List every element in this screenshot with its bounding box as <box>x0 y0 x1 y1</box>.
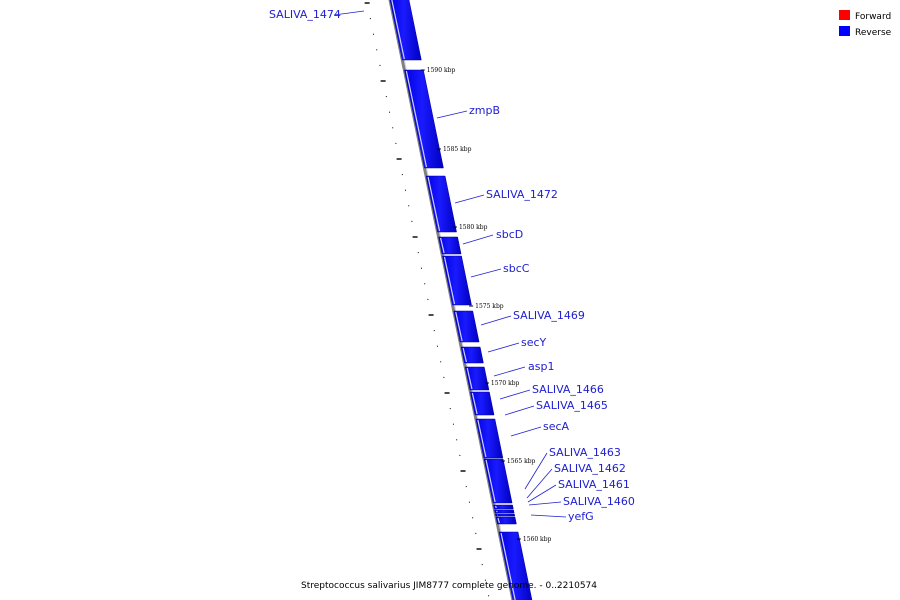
gene-label[interactable]: SALIVA_1469 <box>513 309 585 322</box>
gene-block-edge <box>500 532 516 600</box>
gene-block[interactable] <box>438 236 462 255</box>
gene-label[interactable]: SALIVA_1474 <box>269 8 341 21</box>
legend-forward-swatch <box>839 10 850 20</box>
legend-reverse-label: Reverse <box>855 28 892 38</box>
gene-label[interactable]: SALIVA_1466 <box>532 383 604 396</box>
gene-leader-line <box>526 468 553 499</box>
gene-label[interactable]: SALIVA_1460 <box>563 495 635 508</box>
gene-block-edge <box>477 419 487 458</box>
gene-block-edge <box>496 510 498 513</box>
gene-label[interactable]: asp1 <box>528 360 554 373</box>
gene-block[interactable] <box>475 418 504 459</box>
gene-block-edge <box>497 517 500 524</box>
gene-leader-line <box>462 234 494 245</box>
gene-block[interactable] <box>495 516 517 525</box>
gene-block[interactable] <box>460 346 484 364</box>
gene-blocks <box>389 0 533 600</box>
gene-block[interactable] <box>453 310 480 343</box>
scale-labels: 1590 kbp 1585 kbp 1580 kbp 1575 kbp 1570 kbp… <box>420 67 552 543</box>
gene-leader-line <box>499 389 531 400</box>
gene-leader-line <box>470 268 502 278</box>
gene-block-edge <box>391 0 405 60</box>
gene-labels: SALIVA_1474 zmpB SALIVA_1472 sbcD sbcC SALIVA… <box>269 8 635 523</box>
genome-caption: Streptococcus salivarius JIM8777 complet… <box>301 581 597 591</box>
scale-label: 1585 kbp <box>443 146 472 153</box>
legend-reverse-swatch <box>839 26 850 36</box>
gene-leader-line <box>333 10 365 16</box>
gene-label[interactable]: SALIVA_1465 <box>536 399 608 412</box>
scale-label: 1570 kbp <box>491 380 520 387</box>
gene-block-edge <box>443 256 456 305</box>
legend: Forward Reverse <box>839 10 892 38</box>
gene-leader-line <box>493 366 526 377</box>
gene-block-edge <box>405 70 428 168</box>
gene-block[interactable] <box>389 0 422 61</box>
gene-label[interactable]: SALIVA_1463 <box>549 446 621 459</box>
gene-label[interactable]: sbcD <box>496 228 523 241</box>
gene-label[interactable]: SALIVA_1462 <box>554 462 626 475</box>
gene-leader-line <box>454 194 485 204</box>
gene-block[interactable] <box>494 509 515 514</box>
gene-block-edge <box>485 459 496 503</box>
scale-ticks <box>364 2 490 597</box>
gene-block[interactable] <box>483 458 513 504</box>
scale-label: 1575 kbp <box>475 303 504 310</box>
gene-block-edge <box>440 237 445 254</box>
legend-forward-label: Forward <box>855 12 891 22</box>
gene-block-edge <box>494 505 497 509</box>
gene-label[interactable]: sbcC <box>503 262 530 275</box>
gene-label[interactable]: SALIVA_1472 <box>486 188 558 201</box>
gene-label[interactable]: secY <box>521 336 547 349</box>
gene-block-edge <box>427 176 441 232</box>
gene-label[interactable]: SALIVA_1461 <box>558 478 630 491</box>
gene-leader-line <box>487 342 520 353</box>
gene-block-edge <box>466 367 473 390</box>
gene-block[interactable] <box>442 255 472 306</box>
gene-label[interactable]: zmpB <box>469 104 500 117</box>
scale-label: 1565 kbp <box>507 458 536 465</box>
gene-block[interactable] <box>498 531 533 600</box>
gene-label[interactable]: secA <box>543 420 570 433</box>
gene-leader-line <box>530 514 567 518</box>
gene-block[interactable] <box>425 175 457 233</box>
gene-block-edge <box>462 347 467 363</box>
scale-label: 1560 kbp <box>523 536 552 543</box>
gene-block[interactable] <box>404 69 444 169</box>
gene-label[interactable]: yefG <box>568 510 594 523</box>
scale-label: 1580 kbp <box>459 224 488 231</box>
gene-leader-line <box>504 405 535 416</box>
gene-block-edge <box>455 311 463 342</box>
gene-leader-line <box>527 484 557 503</box>
gene-leader-line <box>436 110 468 119</box>
scale-label: 1590 kbp <box>427 67 456 74</box>
gene-block-edge <box>471 392 478 415</box>
gene-block[interactable] <box>493 504 514 510</box>
gene-leader-line <box>480 315 512 326</box>
gene-leader-line <box>524 452 548 490</box>
gene-leader-line <box>510 426 542 437</box>
gene-block[interactable] <box>495 513 516 517</box>
gene-leader-line <box>528 501 562 506</box>
